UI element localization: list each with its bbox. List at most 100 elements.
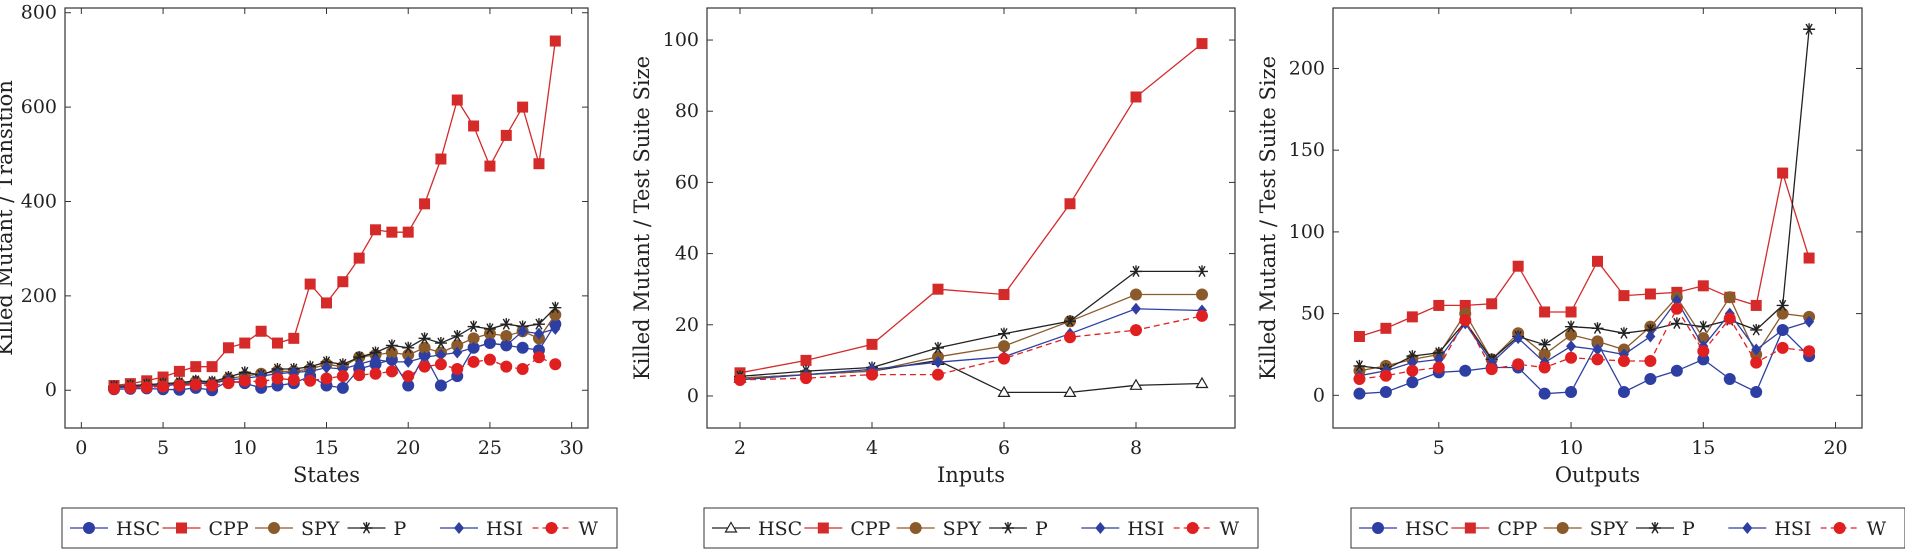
y-tick-label: 80 bbox=[675, 100, 699, 122]
legend-item-p: P bbox=[347, 518, 407, 540]
legend-item-hsi: HSI bbox=[440, 518, 523, 540]
x-tick-label: 5 bbox=[157, 437, 169, 459]
data-point-cpp bbox=[998, 289, 1010, 301]
y-tick-label: 20 bbox=[675, 314, 699, 336]
data-point-w bbox=[189, 378, 202, 391]
data-point-hsc bbox=[1129, 378, 1143, 390]
data-point-w bbox=[1406, 364, 1419, 377]
data-point-cpp bbox=[386, 226, 398, 238]
data-point-hsi bbox=[517, 325, 528, 338]
data-point-hsc bbox=[1670, 364, 1683, 377]
y-tick-label: 150 bbox=[1289, 139, 1325, 161]
data-point-hsc bbox=[1379, 386, 1392, 399]
legend-box bbox=[61, 507, 618, 549]
data-point-p bbox=[1406, 350, 1419, 362]
data-point-spy bbox=[1565, 328, 1578, 341]
series-line-p bbox=[1359, 29, 1810, 370]
data-point-hsi bbox=[1131, 302, 1141, 315]
legend-label-cpp: CPP bbox=[850, 518, 890, 540]
data-point-hsi bbox=[435, 348, 446, 361]
legend-label-cpp: CPP bbox=[1497, 518, 1537, 540]
x-tick-label: 5 bbox=[1433, 437, 1445, 459]
data-point-w bbox=[320, 372, 333, 385]
y-tick-label: 200 bbox=[21, 285, 57, 307]
series-line-p bbox=[113, 307, 556, 388]
data-point-p bbox=[500, 318, 513, 330]
data-point-w bbox=[1432, 361, 1445, 374]
data-point-cpp bbox=[190, 361, 202, 373]
data-point-cpp bbox=[402, 226, 414, 238]
legend-label-p: P bbox=[394, 518, 407, 540]
legend-label-w: W bbox=[579, 518, 599, 540]
legend-marker-hsc bbox=[83, 522, 95, 534]
data-point-cpp bbox=[533, 158, 545, 170]
data-point-cpp bbox=[549, 35, 561, 47]
legend-item-cpp: CPP bbox=[1451, 518, 1538, 540]
data-point-cpp bbox=[1130, 91, 1142, 103]
y-tick-label: 40 bbox=[675, 243, 699, 265]
legend-marker-p bbox=[360, 522, 373, 534]
legend-label-spy: SPY bbox=[1590, 518, 1629, 540]
x-tick-label: 20 bbox=[1823, 437, 1847, 459]
data-point-cpp bbox=[1380, 322, 1392, 334]
data-point-w bbox=[336, 370, 349, 383]
data-point-p bbox=[532, 318, 545, 330]
legend-item-w: W bbox=[1173, 518, 1240, 540]
y-axis-label: Killed Mutant / Transition bbox=[0, 80, 17, 356]
data-point-cpp bbox=[451, 94, 463, 106]
data-point-w bbox=[1591, 353, 1604, 366]
data-point-w bbox=[287, 373, 300, 386]
data-point-cpp bbox=[1512, 260, 1524, 272]
data-point-cpp bbox=[1644, 288, 1656, 300]
x-tick-label: 6 bbox=[998, 437, 1010, 459]
data-point-cpp bbox=[222, 342, 234, 354]
data-point-spy bbox=[1130, 288, 1142, 301]
data-point-cpp bbox=[1459, 299, 1471, 311]
legend-marker-p bbox=[1649, 522, 1661, 534]
x-tick-label: 10 bbox=[233, 437, 257, 459]
data-point-hsc bbox=[1459, 364, 1472, 377]
data-point-p bbox=[932, 341, 944, 354]
legend-item-spy: SPY bbox=[896, 518, 981, 540]
data-point-hsc bbox=[1750, 386, 1763, 399]
legend-item-hsc: HSC bbox=[712, 518, 802, 540]
legend-marker-w bbox=[1833, 522, 1846, 534]
legend-item-p: P bbox=[989, 518, 1048, 540]
series-line-w bbox=[113, 356, 556, 390]
data-point-p bbox=[1064, 315, 1076, 327]
data-point-cpp bbox=[1196, 38, 1208, 50]
y-tick-label: 800 bbox=[21, 2, 57, 24]
data-point-spy bbox=[1776, 307, 1789, 320]
data-point-hsi bbox=[370, 353, 381, 366]
data-point-hsi bbox=[1804, 315, 1815, 328]
legend-label-w: W bbox=[1867, 518, 1887, 540]
data-point-w bbox=[369, 367, 382, 380]
legend-label-cpp: CPP bbox=[209, 518, 249, 540]
data-point-cpp bbox=[353, 252, 365, 264]
data-point-cpp bbox=[1697, 280, 1709, 292]
data-point-cpp bbox=[1433, 299, 1445, 311]
data-point-w bbox=[516, 363, 529, 376]
x-axis-label: States bbox=[293, 463, 360, 487]
legend-item-hsi: HSI bbox=[1728, 518, 1811, 540]
data-point-w bbox=[255, 375, 268, 388]
data-point-hsi bbox=[419, 351, 430, 364]
data-point-w bbox=[140, 381, 153, 394]
data-point-w bbox=[1644, 354, 1657, 367]
data-point-hsc bbox=[1538, 387, 1551, 400]
series-line-cpp bbox=[1359, 172, 1810, 338]
data-point-p bbox=[402, 341, 415, 354]
data-point-w bbox=[1064, 331, 1076, 344]
data-point-w bbox=[932, 368, 944, 381]
data-point-hsi bbox=[1566, 340, 1577, 353]
data-point-hsi bbox=[386, 355, 397, 368]
data-point-hsc bbox=[1617, 386, 1630, 399]
x-tick-label: 0 bbox=[75, 437, 87, 459]
data-point-w bbox=[1723, 312, 1736, 325]
data-point-p bbox=[998, 327, 1010, 340]
legend-label-hsc: HSC bbox=[116, 518, 160, 540]
data-point-p bbox=[238, 366, 251, 378]
x-tick-label: 8 bbox=[1130, 437, 1142, 459]
data-point-w bbox=[1776, 341, 1789, 354]
data-point-p bbox=[1196, 265, 1208, 277]
